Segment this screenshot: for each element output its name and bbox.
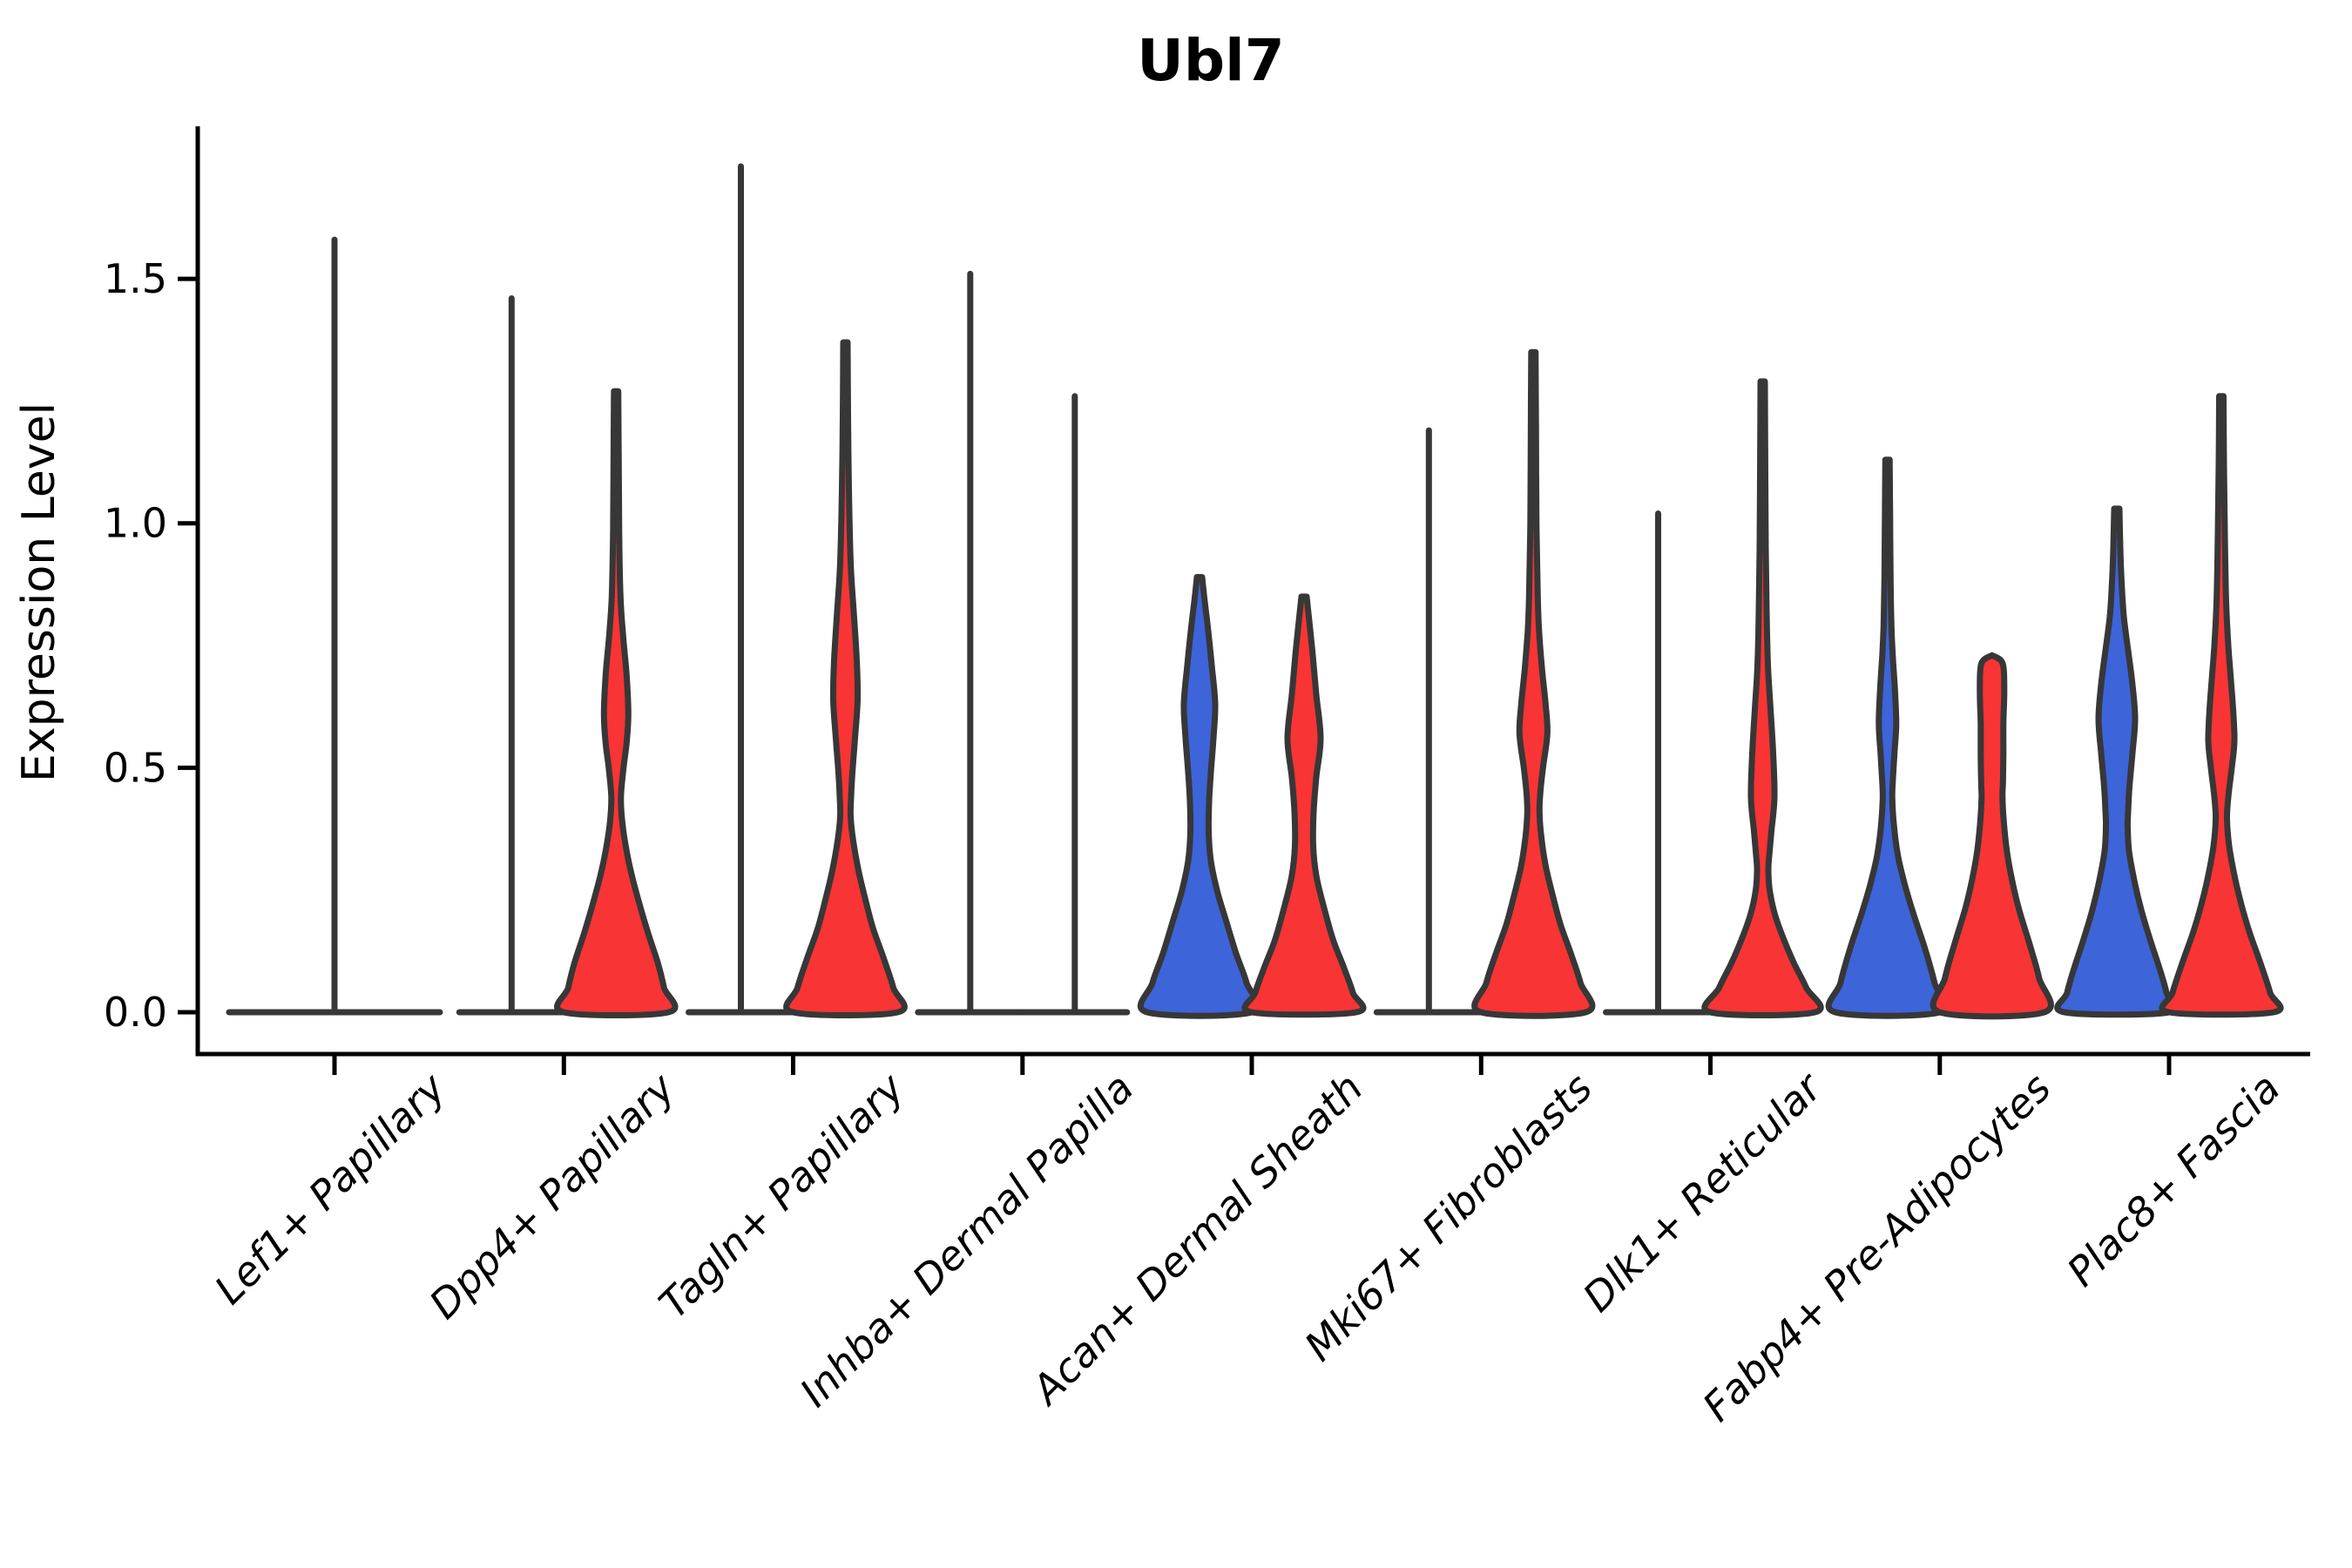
x-tick-label: Dlk1+ Reticular [1574,1062,1833,1321]
y-axis-ticks: 0.0 0.5 1.0 1.5 [104,255,198,1036]
violin-blue [1138,573,1261,1019]
violin-red [1471,348,1596,1019]
x-tick-label: Dpp4+ Papillary [420,1064,684,1328]
violin-red [1930,652,2054,1020]
x-tick-label: Lef1+ Papillary [206,1064,455,1313]
violin-red [1241,593,1367,1018]
violin-red [783,339,908,1019]
x-tick-label: Plac8+ Fascia [2058,1064,2288,1295]
violin-red [1701,378,1824,1019]
x-tick-label: Tagln+ Papillary [650,1064,914,1328]
y-axis-label: Expression Level [13,402,65,782]
violin-red [2159,393,2284,1018]
y-tick-label: 1.5 [104,255,167,302]
violin-blue [2054,505,2180,1018]
violin-series [226,163,2284,1020]
y-tick-label: 1.0 [104,500,167,547]
y-tick-label: 0.0 [104,989,167,1036]
y-tick-label: 0.5 [104,744,167,791]
chart-title: Ubl7 [1137,27,1284,94]
violin-red [554,388,679,1019]
violin-blue [1825,456,1950,1019]
